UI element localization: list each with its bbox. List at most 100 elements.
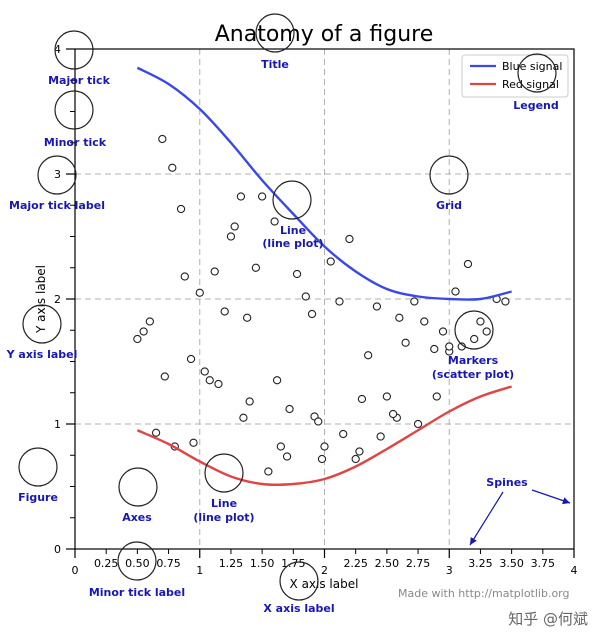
title-circle (255, 13, 295, 53)
scatter-point-13 (251, 263, 261, 272)
scatter-point-69 (351, 454, 360, 464)
scatter-point-12 (243, 313, 252, 322)
major-xtick-label-0: 0 (72, 564, 79, 577)
minor-xtick-label-6: 2.25 (343, 557, 368, 570)
scatter-point-39 (470, 334, 479, 344)
annotation-title: Title (261, 58, 289, 71)
annotation-markers-sub: (scatter plot) (432, 368, 514, 381)
annotation-major-tick-label: Major tick label (9, 199, 105, 212)
annotation-major-tick: Major tick (48, 74, 111, 87)
annotation-line-upper: Line (280, 224, 306, 237)
scatter-point-63 (314, 417, 323, 426)
scatter-point-55 (357, 394, 367, 404)
scatter-point-30 (401, 338, 410, 347)
markers-circle (454, 310, 494, 350)
minor-xtick-label-0: 0.25 (94, 557, 119, 570)
annotation-line-lower-sub: (line plot) (193, 511, 254, 524)
y-axis-label: Y axis label (34, 265, 48, 334)
scatter-point-28 (382, 392, 392, 401)
scatter-point-8 (210, 267, 219, 276)
scatter-point-47 (189, 438, 198, 447)
scatter-point-16 (272, 376, 282, 385)
scatter-point-32 (420, 317, 429, 326)
minor-xtick-label-10: 3.50 (499, 557, 524, 570)
major-xtick-label-2: 2 (321, 564, 328, 577)
annotation-circles (18, 13, 557, 601)
annotation-line-lower: Line (211, 497, 237, 510)
major-tick-circle (54, 30, 94, 70)
major-xtick-label-4: 4 (571, 564, 578, 577)
scatter-point-49 (214, 379, 223, 389)
scatter-point-27 (372, 302, 382, 311)
scatter-point-34 (438, 327, 448, 336)
scatter-point-50 (226, 232, 236, 241)
scatter-point-68 (285, 404, 294, 414)
minor-xtick-label-11: 3.75 (531, 557, 556, 570)
scatter-point-25 (355, 447, 364, 456)
scatter-point-19 (301, 292, 310, 301)
chart-title: Anatomy of a figure (215, 22, 434, 47)
scatter-markers (133, 134, 510, 476)
scatter-point-61 (245, 397, 254, 406)
axes-circle (118, 467, 158, 507)
scatter-point-9 (220, 307, 229, 316)
major-tick-label-circle (37, 155, 77, 195)
credit-text: Made with http://matplotlib.org (398, 587, 570, 600)
scatter-point-66 (432, 392, 441, 401)
annotation-y-axis-label: Y axis label (6, 348, 78, 361)
scatter-point-58 (413, 419, 423, 429)
watermark-text: 知乎 @何斌 (508, 610, 588, 628)
scatter-point-65 (388, 409, 398, 419)
scatter-point-26 (364, 351, 373, 360)
scatter-point-1 (160, 372, 169, 381)
scatter-point-56 (376, 432, 385, 441)
minor-xtick-label-7: 2.50 (375, 557, 400, 570)
scatter-point-52 (270, 217, 279, 226)
minor-tick-label-circle (117, 541, 157, 581)
scatter-point-57 (395, 313, 404, 322)
scatter-point-33 (430, 344, 439, 354)
scatter-point-4 (176, 204, 186, 214)
minor-xtick-label-4: 1.50 (250, 557, 275, 570)
scatter-point-45 (139, 327, 148, 336)
scatter-point-38 (463, 259, 473, 269)
spines-arrows (469, 489, 571, 546)
minor-xtick-label-2: 0.75 (156, 557, 181, 570)
legend-label-blue: Blue signal (502, 60, 562, 73)
scatter-point-51 (239, 413, 248, 422)
series-line-1 (136, 385, 512, 486)
scatter-point-24 (345, 234, 354, 244)
minor-xtick-label-1: 0.50 (125, 557, 150, 570)
lower-line-circle (204, 453, 244, 493)
legend: Blue signal Red signal (461, 54, 569, 98)
scatter-point-10 (230, 222, 239, 231)
annotation-minor-tick: Minor tick (44, 136, 107, 149)
axis-ticks: 0 1 2 3 40.25 0.50 0.75 1.25 1.50 1.75 2.25 2.50 2.7… (54, 43, 578, 577)
x-axis-label: X axis label (290, 577, 359, 591)
major-ytick-label-0: 0 (54, 543, 61, 556)
scatter-point-15 (264, 467, 273, 476)
scatter-point-5 (186, 354, 196, 364)
scatter-point-48 (205, 376, 214, 385)
series-line-0 (136, 66, 512, 301)
line-series (136, 66, 512, 486)
scatter-point-64 (339, 429, 348, 439)
scatter-point-6 (195, 288, 204, 297)
major-xtick-label-3: 3 (446, 564, 453, 577)
annotation-grid: Grid (436, 199, 462, 212)
annotation-markers: Markers (448, 354, 499, 367)
scatter-point-60 (180, 272, 189, 281)
minor-xtick-label-9: 3.25 (468, 557, 493, 570)
scatter-point-0 (151, 428, 161, 437)
legend-circle (517, 53, 557, 93)
scatter-point-41 (482, 327, 491, 336)
legend-label-red: Red signal (502, 78, 559, 91)
minor-xtick-label-3: 1.25 (219, 557, 244, 570)
scatter-point-21 (317, 454, 327, 464)
x-axis-label-circle (279, 561, 319, 601)
scatter-point-36 (451, 287, 460, 296)
scatter-point-40 (476, 317, 485, 326)
upper-line-circle (272, 180, 312, 220)
